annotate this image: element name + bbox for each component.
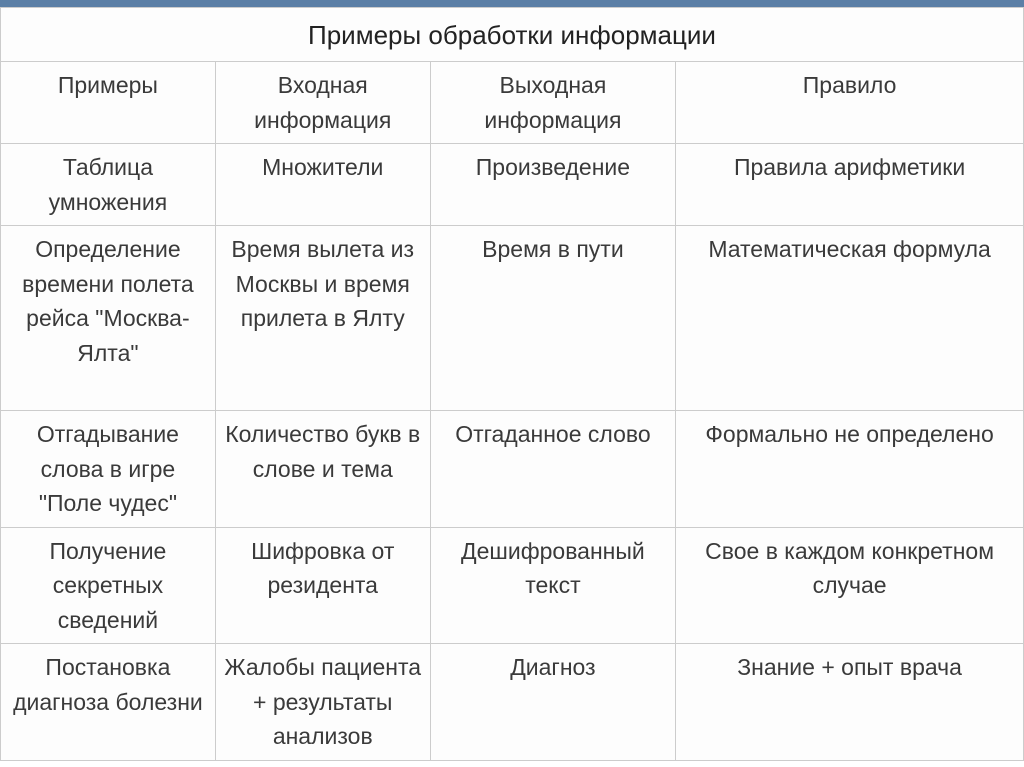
cell: Множители — [215, 144, 430, 226]
cell: Время в пути — [430, 226, 676, 411]
cell: Таблица умножения — [1, 144, 216, 226]
cell: Дешифрованный текст — [430, 527, 676, 644]
cell: Шифровка от резидента — [215, 527, 430, 644]
cell: Количество букв в слове и тема — [215, 411, 430, 528]
cell: Знание + опыт врача — [676, 644, 1024, 761]
table-row: Таблица умножения Множители Произведение… — [1, 144, 1024, 226]
col-header: Примеры — [1, 62, 216, 144]
table-row: Отгадывание слова в игре "Поле чудес" Ко… — [1, 411, 1024, 528]
cell: Отгадывание слова в игре "Поле чудес" — [1, 411, 216, 528]
table-title-row: Примеры обработки информации — [1, 8, 1024, 62]
cell: Свое в каждом конкретном случае — [676, 527, 1024, 644]
cell: Получение секретных сведений — [1, 527, 216, 644]
col-header: Правило — [676, 62, 1024, 144]
col-header: Выходная информация — [430, 62, 676, 144]
cell: Формально не определено — [676, 411, 1024, 528]
table-title: Примеры обработки информации — [1, 8, 1024, 62]
table-row: Постановка диагноза болезни Жалобы пацие… — [1, 644, 1024, 761]
cell: Время вылета из Москвы и время прилета в… — [215, 226, 430, 411]
table-header-row: Примеры Входная информация Выходная инфо… — [1, 62, 1024, 144]
cell: Отгаданное слово — [430, 411, 676, 528]
cell: Определение времени полета рейса "Москва… — [1, 226, 216, 411]
cell: Постановка диагноза болезни — [1, 644, 216, 761]
top-accent-bar — [0, 0, 1024, 7]
info-processing-table: Примеры обработки информации Примеры Вхо… — [0, 7, 1024, 761]
cell: Диагноз — [430, 644, 676, 761]
cell: Жалобы пациента + результаты анализов — [215, 644, 430, 761]
cell: Произведение — [430, 144, 676, 226]
cell: Математическая формула — [676, 226, 1024, 411]
table-row: Определение времени полета рейса "Москва… — [1, 226, 1024, 411]
table-row: Получение секретных сведений Шифровка от… — [1, 527, 1024, 644]
cell: Правила арифметики — [676, 144, 1024, 226]
col-header: Входная информация — [215, 62, 430, 144]
